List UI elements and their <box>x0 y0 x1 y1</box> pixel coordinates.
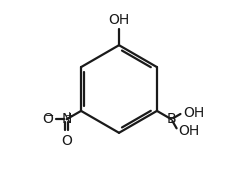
Text: OH: OH <box>178 124 200 138</box>
Text: N: N <box>61 112 72 126</box>
Text: O: O <box>42 112 53 126</box>
Text: O: O <box>61 134 72 148</box>
Text: OH: OH <box>183 106 204 120</box>
Text: OH: OH <box>108 13 130 27</box>
Text: −: − <box>45 111 54 121</box>
Text: B: B <box>167 112 176 126</box>
Text: +: + <box>65 111 74 121</box>
